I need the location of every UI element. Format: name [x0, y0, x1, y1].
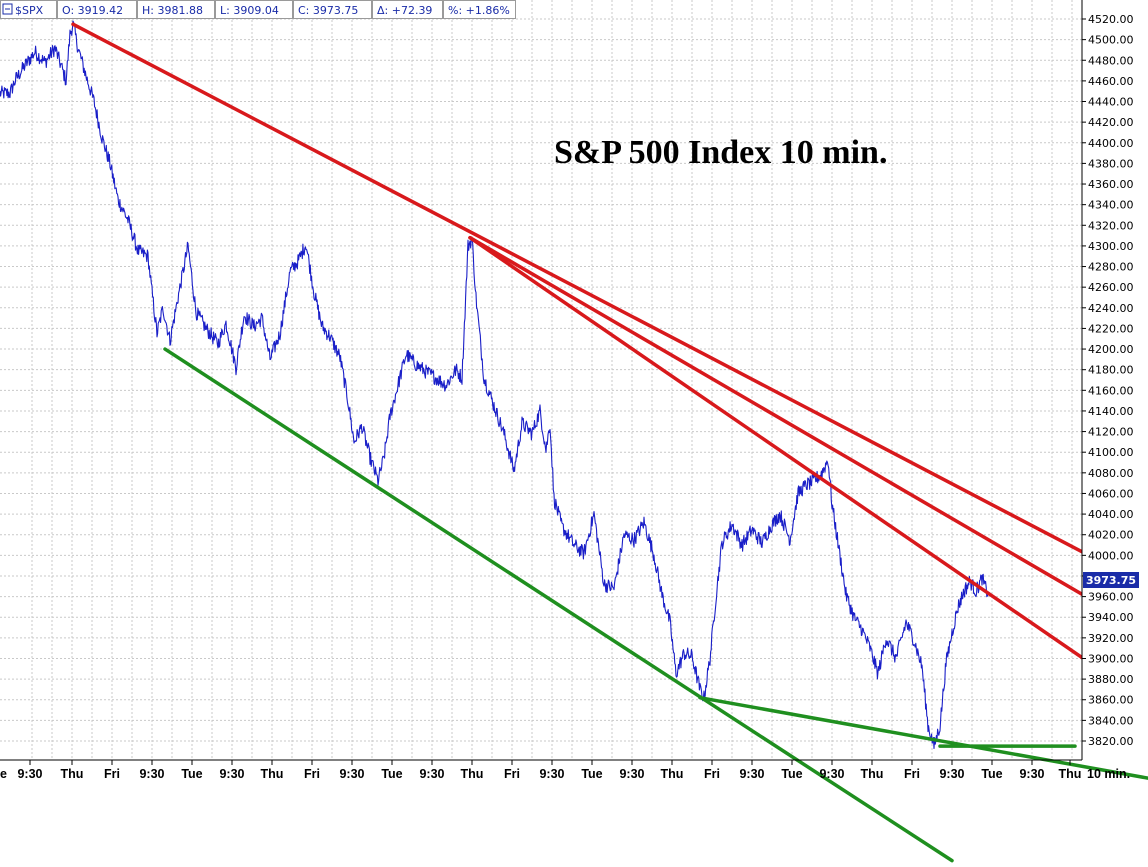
- x-tick-label: 9:30: [139, 767, 164, 781]
- y-tick-label: 4380.00: [1088, 157, 1134, 170]
- x-tick-label: 9:30: [419, 767, 444, 781]
- x-tick-label: 9:30: [219, 767, 244, 781]
- y-tick-label: 4500.00: [1088, 34, 1134, 47]
- x-tick-label: e: [0, 767, 7, 781]
- quote-percent-text: %: +1.86%: [448, 4, 510, 17]
- y-tick-label: 4140.00: [1088, 405, 1134, 418]
- x-axis-unit-label: 10 min.: [1087, 767, 1130, 781]
- x-tick-label: Fri: [704, 767, 720, 781]
- x-tick-label: 9:30: [17, 767, 42, 781]
- x-tick-label: Tue: [581, 767, 602, 781]
- x-tick-label: 9:30: [1019, 767, 1044, 781]
- chart-grid: [0, 0, 1082, 760]
- quote-cell-symbol: [0, 0, 57, 19]
- quote-cell-change: [372, 0, 443, 19]
- x-axis-ticks: e 9:30 Thu Fri 9:30 Tue 9:30 Thu Fri 9:30 Tue 9:30 T…: [0, 760, 1081, 781]
- y-tick-label: 4460.00: [1088, 75, 1134, 88]
- quote-open-text: O: 3919.42: [62, 4, 123, 17]
- y-tick-label: 4080.00: [1088, 467, 1134, 480]
- y-tick-label: 4360.00: [1088, 178, 1134, 191]
- last-price-label: 3973.75: [1086, 574, 1136, 587]
- price-line: [0, 20, 989, 750]
- y-tick-label: 4060.00: [1088, 487, 1134, 500]
- y-tick-label: 4400.00: [1088, 137, 1134, 150]
- quote-close-text: C: 3973.75: [298, 4, 358, 17]
- y-tick-label: 4280.00: [1088, 261, 1134, 274]
- y-tick-label: 4020.00: [1088, 529, 1134, 542]
- y-tick-label: 4340.00: [1088, 199, 1134, 212]
- x-tick-label: Thu: [861, 767, 884, 781]
- x-tick-label: Fri: [504, 767, 520, 781]
- quote-symbol-text: $SPX: [15, 4, 44, 17]
- y-axis-ticks: 4520.00 4500.00 4480.00 4460.00 4440.00 4420.…: [1082, 13, 1134, 748]
- y-tick-label: 3960.00: [1088, 591, 1134, 604]
- quote-cell-open: [57, 0, 137, 19]
- y-axis-panel: [1082, 0, 1148, 760]
- y-tick-label: 4040.00: [1088, 508, 1134, 521]
- quote-high-text: H: 3981.88: [142, 4, 203, 17]
- y-tick-label: 3840.00: [1088, 714, 1134, 727]
- y-tick-label: 4200.00: [1088, 343, 1134, 356]
- y-tick-label: 4000.00: [1088, 549, 1134, 562]
- x-tick-label: 9:30: [819, 767, 844, 781]
- x-tick-label: 9:30: [939, 767, 964, 781]
- last-price-marker: 3973.75: [1083, 572, 1139, 588]
- y-tick-label: 4420.00: [1088, 116, 1134, 129]
- x-tick-label: 9:30: [619, 767, 644, 781]
- resistance-trendline: [71, 22, 1148, 589]
- x-tick-label: 9:30: [739, 767, 764, 781]
- y-tick-label: 3940.00: [1088, 611, 1134, 624]
- y-tick-label: 4260.00: [1088, 281, 1134, 294]
- x-tick-label: 9:30: [339, 767, 364, 781]
- y-tick-label: 3820.00: [1088, 735, 1134, 748]
- y-tick-label: 4220.00: [1088, 322, 1134, 335]
- x-tick-label: Thu: [661, 767, 684, 781]
- quote-cell-low: [215, 0, 293, 19]
- y-tick-label: 4100.00: [1088, 446, 1134, 459]
- quote-cell-close: [293, 0, 372, 19]
- y-tick-label: 4300.00: [1088, 240, 1134, 253]
- y-tick-label: 3880.00: [1088, 673, 1134, 686]
- x-tick-label: Tue: [181, 767, 202, 781]
- y-tick-label: 3920.00: [1088, 632, 1134, 645]
- x-tick-label: Thu: [461, 767, 484, 781]
- x-tick-label: Tue: [981, 767, 1002, 781]
- x-tick-label: Thu: [61, 767, 84, 781]
- resistance-trendline: [468, 235, 1148, 705]
- quote-low-text: L: 3909.04: [220, 4, 279, 17]
- chart-title: S&P 500 Index 10 min.: [554, 134, 887, 171]
- quote-cell-percent: [443, 0, 516, 19]
- y-tick-label: 4120.00: [1088, 426, 1134, 439]
- x-tick-label: Tue: [381, 767, 402, 781]
- x-tick-label: Tue: [781, 767, 802, 781]
- support-trendline: [163, 347, 954, 863]
- y-tick-label: 4160.00: [1088, 384, 1134, 397]
- y-tick-label: 4180.00: [1088, 364, 1134, 377]
- y-tick-label: 4240.00: [1088, 302, 1134, 315]
- y-tick-label: 3900.00: [1088, 652, 1134, 665]
- x-tick-label: Thu: [261, 767, 284, 781]
- x-tick-label: Thu: [1059, 767, 1082, 781]
- trendlines: [71, 22, 1148, 863]
- support-trendline: [698, 695, 1148, 780]
- y-tick-label: 3860.00: [1088, 694, 1134, 707]
- quote-cell-high: [137, 0, 215, 19]
- quote-change-text: Δ: +72.39: [377, 4, 432, 17]
- x-tick-label: Fri: [304, 767, 320, 781]
- y-tick-label: 4440.00: [1088, 96, 1134, 109]
- y-tick-label: 4320.00: [1088, 219, 1134, 232]
- quote-header: $SPX O: 3919.42 H: 3981.88 L: 3909.04 C: 397…: [0, 0, 516, 19]
- price-series: [0, 20, 989, 750]
- resistance-trendline: [468, 235, 1148, 635]
- x-tick-label: Fri: [904, 767, 920, 781]
- y-tick-label: 4480.00: [1088, 54, 1134, 67]
- x-tick-label: 9:30: [539, 767, 564, 781]
- x-tick-label: Fri: [104, 767, 120, 781]
- y-tick-label: 4520.00: [1088, 13, 1134, 26]
